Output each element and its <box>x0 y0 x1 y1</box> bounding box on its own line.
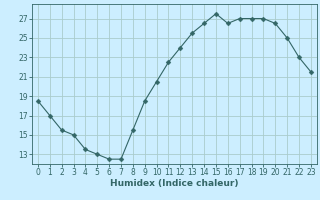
X-axis label: Humidex (Indice chaleur): Humidex (Indice chaleur) <box>110 179 239 188</box>
